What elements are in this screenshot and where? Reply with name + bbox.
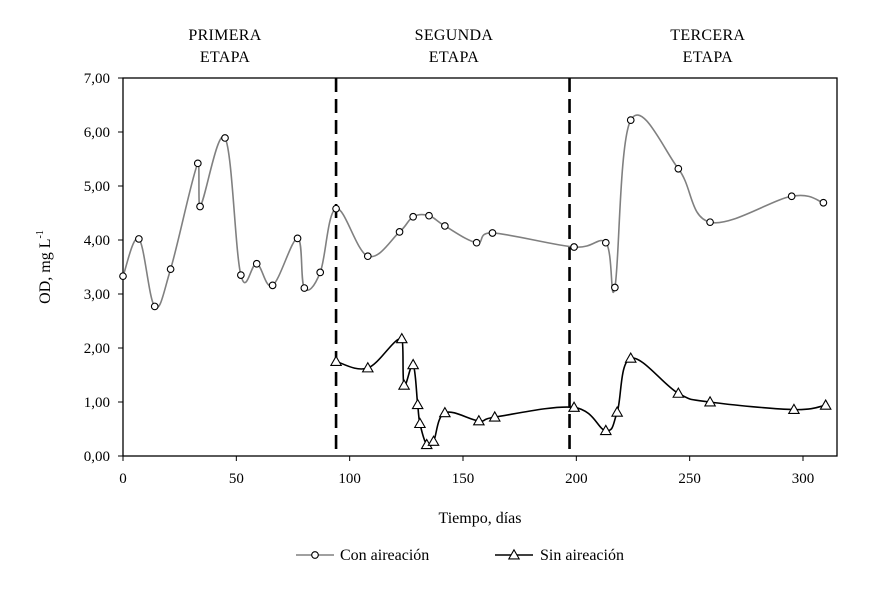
x-tick-label: 100 bbox=[338, 471, 361, 487]
y-tick-label: 1,00 bbox=[84, 395, 110, 411]
y-tick-label: 2,00 bbox=[84, 341, 110, 357]
data-point bbox=[610, 405, 624, 417]
data-point bbox=[787, 403, 801, 415]
legend-marker bbox=[311, 551, 319, 559]
x-tick-label: 200 bbox=[565, 471, 588, 487]
x-axis: 0 50 100 150 200 250 300 bbox=[119, 456, 814, 487]
y-tick-label: 0,00 bbox=[84, 449, 110, 465]
data-point bbox=[406, 358, 420, 370]
y-axis: 0,00 1,00 2,00 3,00 4,00 5,00 6,00 7,00 bbox=[84, 71, 123, 465]
y-axis-label-superscript: -1 bbox=[35, 230, 46, 238]
x-axis-label: Tiempo, días bbox=[439, 510, 522, 527]
data-point bbox=[411, 398, 424, 410]
data-point bbox=[395, 332, 408, 344]
y-axis-label: OD, mg L-1 bbox=[35, 230, 54, 304]
data-point bbox=[611, 283, 619, 292]
data-point bbox=[819, 398, 832, 410]
legend-label: Con aireación bbox=[340, 547, 429, 564]
data-point bbox=[674, 164, 683, 173]
data-point bbox=[599, 424, 612, 436]
data-point bbox=[472, 414, 486, 426]
data-point bbox=[361, 361, 374, 373]
stage-labels: PRIMERA ETAPA SEGUNDA ETAPA TERCERA ETAPA bbox=[188, 27, 745, 66]
data-point bbox=[166, 265, 175, 274]
data-point bbox=[703, 395, 717, 407]
series bbox=[119, 114, 832, 450]
data-point bbox=[624, 351, 637, 363]
data-point bbox=[819, 198, 828, 207]
data-point bbox=[316, 268, 325, 277]
data-point bbox=[193, 159, 202, 168]
data-point bbox=[438, 406, 452, 418]
data-point bbox=[441, 222, 449, 230]
data-point bbox=[706, 218, 714, 227]
data-point bbox=[135, 235, 143, 243]
data-point bbox=[150, 302, 159, 311]
series-line-con-aireacion bbox=[122, 114, 824, 309]
data-point bbox=[293, 234, 302, 243]
data-point bbox=[570, 243, 578, 251]
data-point bbox=[395, 228, 404, 236]
y-tick-label: 6,00 bbox=[84, 125, 110, 141]
series-line-sin-aireacion bbox=[335, 338, 826, 448]
data-point bbox=[601, 238, 610, 247]
stage-label-line2: ETAPA bbox=[683, 49, 733, 66]
data-point bbox=[472, 238, 481, 247]
data-point bbox=[413, 417, 427, 429]
data-point bbox=[237, 271, 245, 279]
data-point bbox=[488, 410, 501, 422]
data-point bbox=[409, 212, 417, 221]
legend-marker bbox=[507, 548, 521, 560]
data-point bbox=[221, 134, 229, 142]
data-point bbox=[567, 401, 581, 412]
data-point bbox=[329, 355, 343, 366]
data-point bbox=[300, 284, 309, 292]
data-point bbox=[196, 202, 204, 211]
data-point bbox=[332, 204, 340, 213]
y-tick-label: 4,00 bbox=[84, 233, 110, 249]
data-point bbox=[397, 378, 411, 390]
data-point bbox=[787, 192, 796, 201]
stage-label-line2: ETAPA bbox=[200, 49, 250, 66]
data-point bbox=[626, 116, 635, 124]
data-point bbox=[488, 229, 497, 237]
stage-label-line1: SEGUNDA bbox=[415, 27, 494, 44]
data-point bbox=[425, 211, 433, 220]
data-point bbox=[268, 281, 277, 290]
plot-area bbox=[122, 77, 838, 457]
y-tick-label: 5,00 bbox=[84, 179, 110, 195]
x-tick-label: 50 bbox=[229, 471, 244, 487]
y-tick-label: 7,00 bbox=[84, 71, 110, 87]
y-tick-label: 3,00 bbox=[84, 287, 110, 303]
data-point bbox=[119, 272, 127, 281]
y-axis-label-main: OD, mg L bbox=[37, 239, 54, 304]
stage-label-line1: TERCERA bbox=[670, 27, 745, 44]
data-point bbox=[363, 252, 372, 261]
data-point bbox=[672, 387, 685, 398]
stage-label-line1: PRIMERA bbox=[188, 27, 261, 44]
legend-label: Sin aireación bbox=[540, 547, 624, 564]
x-tick-label: 250 bbox=[678, 471, 701, 487]
data-point bbox=[252, 259, 261, 268]
x-tick-label: 150 bbox=[452, 471, 475, 487]
data-point bbox=[427, 435, 440, 446]
stage-dividers bbox=[334, 78, 571, 456]
stage-label-line2: ETAPA bbox=[429, 49, 479, 66]
x-tick-label: 300 bbox=[792, 471, 815, 487]
x-tick-label: 0 bbox=[119, 471, 127, 487]
legend: Con aireación Sin aireación bbox=[296, 547, 624, 564]
